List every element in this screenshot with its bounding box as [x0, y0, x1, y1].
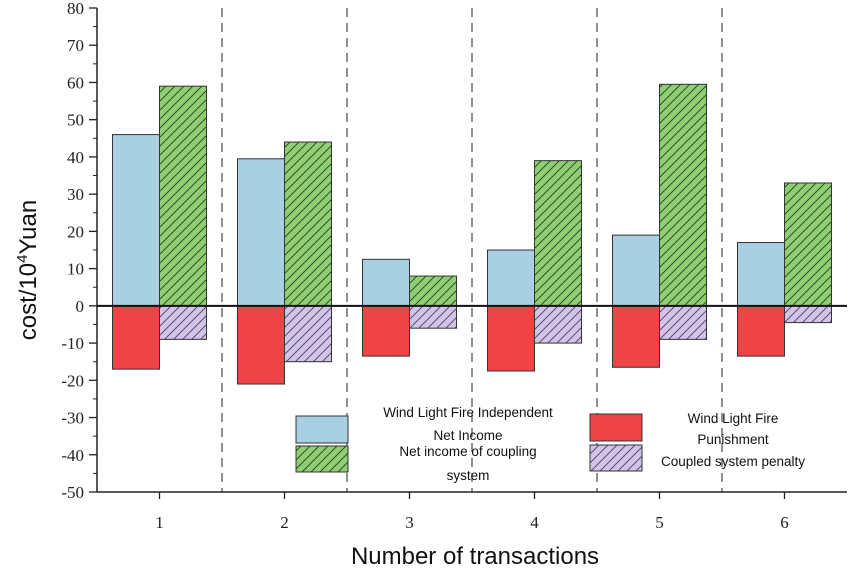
x-tick-label: 3: [405, 513, 414, 532]
y-tick-label: 30: [67, 185, 84, 204]
bar-coupled-penalty-2: [284, 305, 332, 363]
bar-coupled-penalty-3: [409, 305, 457, 329]
bar-independent-income-6: [737, 242, 785, 307]
legend-label-coupling-income-2: system: [447, 468, 490, 483]
x-tick-label: 5: [655, 513, 664, 532]
bar-punishment-6: [737, 305, 785, 357]
bar-independent-income-1: [112, 134, 160, 307]
bar-coupling-income-1: [159, 85, 207, 307]
bar-coupling-income-3: [409, 275, 457, 307]
y-tick-label: 10: [67, 260, 84, 279]
legend-swatch-coupled-penalty: [589, 444, 643, 472]
legend-label-coupling-income-1: Net income of coupling: [399, 444, 536, 459]
bar-coupling-income-4: [534, 160, 582, 307]
bar-independent-income-4: [487, 249, 535, 307]
separator-lines: [221, 8, 723, 492]
y-tick-label: -30: [61, 409, 84, 428]
x-tick-label: 2: [280, 513, 289, 532]
x-tick-label: 1: [155, 513, 164, 532]
bars: [112, 83, 832, 385]
bar-coupled-penalty-5: [659, 305, 707, 340]
y-tick-label: -20: [61, 371, 84, 390]
y-tick-label: 60: [67, 73, 84, 92]
bar-punishment-3: [362, 305, 410, 357]
y-tick-label: 40: [67, 148, 84, 167]
legend-swatch-punishment: [589, 413, 643, 442]
bar-independent-income-2: [237, 158, 285, 307]
bar-coupling-income-2: [284, 141, 332, 307]
legend-label-coupled-penalty: Coupled system penalty: [661, 454, 805, 469]
bar-coupling-income-5: [659, 83, 707, 307]
legend-label-independent-income-2: Net Income: [433, 428, 502, 443]
y-tick-label: 0: [76, 297, 85, 316]
bar-independent-income-5: [612, 234, 660, 307]
y-tick-label: -50: [61, 483, 84, 502]
legend-swatch-coupling-income: [295, 445, 349, 473]
legend-label-independent-income-1: Wind Light Fire Independent: [383, 405, 553, 420]
tick-labels: 80 70 60 50 40 30 20 10 0 -10 -20 -30 -40 -50 1 2 3 4 5 6: [61, 0, 788, 532]
bar-coupled-penalty-4: [534, 305, 582, 344]
legend: Wind Light Fire Independent Net Income N…: [295, 405, 805, 483]
x-tick-label: 6: [780, 513, 789, 532]
bar-punishment-5: [612, 305, 660, 368]
bar-punishment-2: [237, 305, 285, 385]
bar-coupled-penalty-1: [159, 305, 207, 340]
y-tick-label: 70: [67, 36, 84, 55]
y-tick-label: 20: [67, 222, 84, 241]
legend-label-punishment-1: Wind Light Fire: [688, 411, 779, 426]
y-tick-label: -10: [61, 334, 84, 353]
legend-swatch-independent-income: [295, 415, 349, 444]
y-axis-title: cost/104Yuan: [14, 200, 42, 340]
y-tick-label: 80: [67, 0, 84, 18]
bar-coupling-income-6: [784, 182, 832, 307]
x-axis-title: Number of transactions: [351, 543, 599, 570]
bar-punishment-1: [112, 305, 160, 370]
x-tick-label: 4: [530, 513, 539, 532]
y-tick-label: -40: [61, 446, 84, 465]
bar-coupled-penalty-6: [784, 305, 832, 324]
legend-label-punishment-2: Punishment: [697, 432, 769, 447]
y-tick-label: 50: [67, 111, 84, 130]
bar-independent-income-3: [362, 258, 410, 307]
bar-punishment-4: [487, 305, 535, 372]
